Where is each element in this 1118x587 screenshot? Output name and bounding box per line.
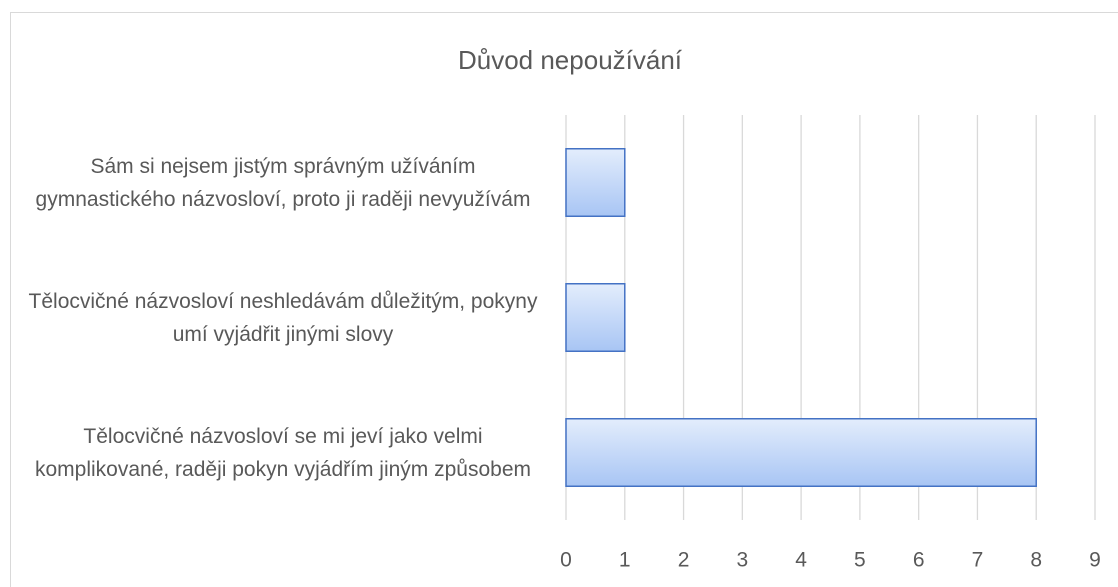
x-tick-label: 3 xyxy=(736,549,748,572)
bar xyxy=(565,148,626,217)
x-tick-label: 2 xyxy=(678,549,690,572)
bar xyxy=(565,418,1037,487)
chart-border xyxy=(10,12,1118,587)
y-tick-label: Tělocvičné názvosloví se mi jeví jako ve… xyxy=(34,424,532,481)
bar xyxy=(565,283,626,352)
y-tick-label: Sám si nejsem jistým správným užíváním g… xyxy=(35,154,531,211)
x-tick-label: 0 xyxy=(560,549,572,572)
x-tick-label: 7 xyxy=(972,549,984,572)
x-tick-label: 9 xyxy=(1089,549,1101,572)
y-tick-label: Tělocvičné názvosloví neshledávám důleži… xyxy=(28,289,538,346)
x-tick-label: 6 xyxy=(913,549,925,572)
x-tick-label: 5 xyxy=(854,549,866,572)
x-tick-label: 1 xyxy=(619,549,631,572)
x-tick-label: 8 xyxy=(1030,549,1042,572)
chart-title: Důvod nepoužívání xyxy=(458,45,683,75)
x-tick-label: 4 xyxy=(795,549,807,572)
